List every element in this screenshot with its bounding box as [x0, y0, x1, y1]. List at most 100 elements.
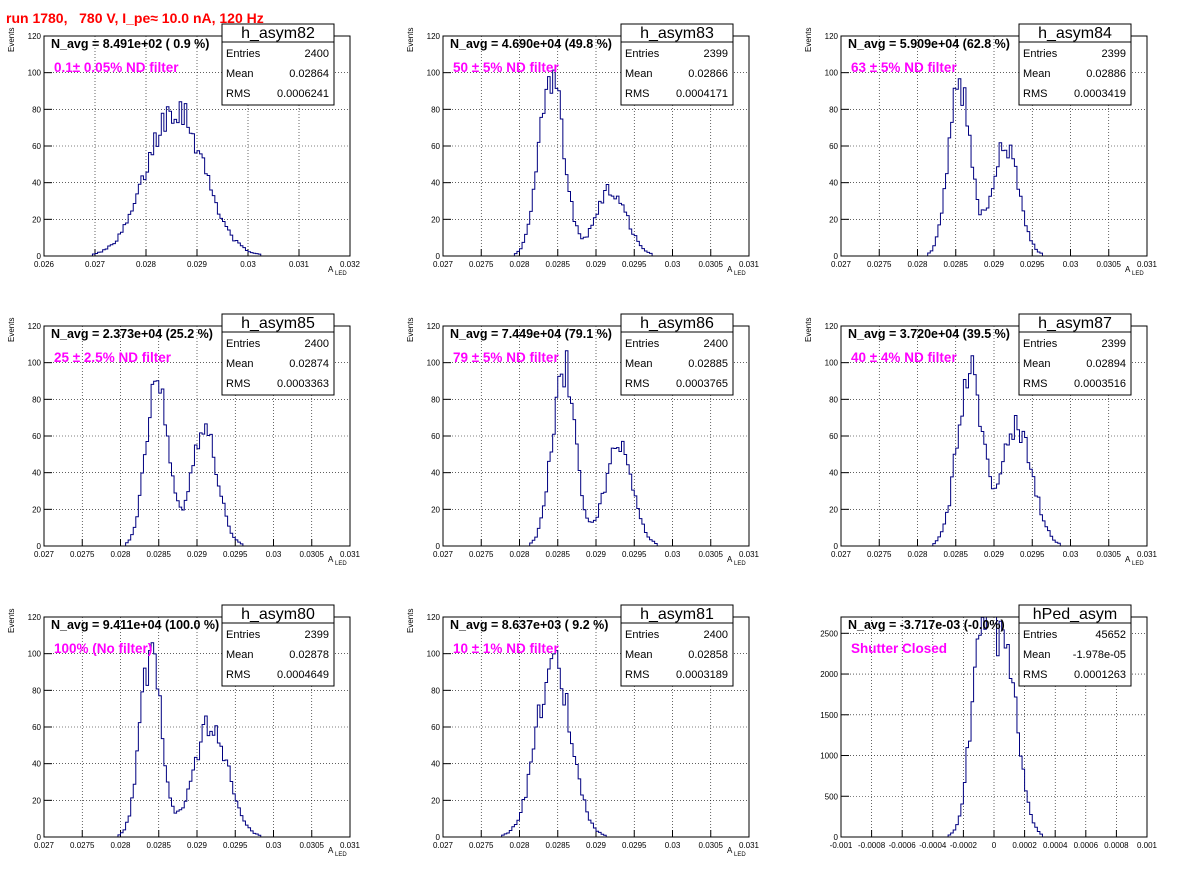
- y-tick-label: 80: [32, 395, 41, 404]
- y-tick-label: 1500: [820, 711, 838, 720]
- y-tick-label: 80: [829, 395, 838, 404]
- stats-value: 0.0004171: [676, 88, 728, 100]
- x-tick-label: 0.031: [340, 550, 361, 559]
- y-tick-label: 20: [32, 796, 41, 805]
- x-tick-label: 0.03: [266, 841, 282, 850]
- y-tick-label: 60: [431, 723, 440, 732]
- x-tick-label: -0.0004: [919, 841, 947, 850]
- stats-label: Entries: [1023, 629, 1058, 641]
- y-tick-label: 2000: [820, 670, 838, 679]
- histogram-panel-hPed_asym: -0.001 -0.0008 -0.0006 -0.0004 -0.0002 0 0.000…: [820, 604, 1158, 850]
- stats-title: h_asym85: [241, 315, 315, 332]
- stats-box: [620, 23, 734, 106]
- y-tick-label: 0: [834, 542, 839, 551]
- stats-value: 0.02885: [688, 358, 728, 370]
- y-tick-label: 20: [829, 215, 838, 224]
- x-tick-label: 0.028: [509, 260, 530, 269]
- filter-label: 50 ± 5% ND filter: [453, 60, 559, 75]
- x-tick-label: 0.0275: [469, 550, 494, 559]
- histogram-panel-h_asym80: 0.027 0.0275 0.028 0.0285 0.029 0.0295 0.03 0.0…: [7, 604, 361, 858]
- y-axis-label: Events: [7, 318, 16, 342]
- stats-label: RMS: [226, 378, 250, 390]
- x-axis-label: A: [1125, 265, 1131, 274]
- x-tick-label: 0.03: [665, 260, 681, 269]
- stats-value: 0.02894: [1086, 358, 1126, 370]
- y-tick-label: 120: [28, 613, 42, 622]
- x-tick-label: 0.029: [984, 550, 1005, 559]
- stats-title: h_asym84: [1038, 25, 1112, 42]
- stats-label: RMS: [226, 88, 250, 100]
- plot-frame: [43, 325, 351, 547]
- stats-value: 0.02864: [289, 68, 329, 80]
- y-tick-label: 40: [431, 760, 440, 769]
- stats-box: [1018, 313, 1132, 396]
- stats-value: 0.0003363: [277, 378, 329, 390]
- x-tick-label: 0.0305: [1097, 260, 1122, 269]
- x-tick-label: 0.029: [586, 260, 607, 269]
- x-tick-label: 0.0305: [699, 550, 724, 559]
- x-tick-label: 0.027: [34, 550, 55, 559]
- x-tick-label: 0.0285: [147, 841, 172, 850]
- x-tick-label: -0.0006: [889, 841, 917, 850]
- x-tick-label: 0.028: [110, 550, 131, 559]
- y-tick-label: 100: [28, 650, 42, 659]
- stats-label: Mean: [226, 68, 254, 80]
- y-tick-label: 40: [829, 179, 838, 188]
- y-tick-label: 100: [825, 69, 839, 78]
- plot-frame: [840, 616, 1148, 838]
- stats-value: 45652: [1095, 629, 1126, 641]
- y-axis-label: Events: [804, 318, 813, 342]
- stats-label: Entries: [625, 629, 660, 641]
- x-tick-label: 0.03: [1063, 260, 1079, 269]
- stats-label: RMS: [1023, 88, 1047, 100]
- y-tick-label: 120: [28, 32, 42, 41]
- x-tick-label: 0.031: [1137, 550, 1158, 559]
- x-tick-label: 0.031: [739, 260, 760, 269]
- y-tick-label: 20: [431, 505, 440, 514]
- x-tick-label: 0.028: [509, 841, 530, 850]
- x-tick-label: 0.029: [586, 841, 607, 850]
- y-axis-label: Events: [804, 28, 813, 52]
- filter-label: 25 ± 2.5% ND filter: [54, 350, 172, 365]
- x-tick-label: 0.029: [187, 841, 208, 850]
- y-axis-label: Events: [7, 28, 16, 52]
- stats-label: Mean: [1023, 68, 1051, 80]
- stats-title: hPed_asym: [1033, 606, 1118, 623]
- y-tick-label: 80: [431, 686, 440, 695]
- filter-label: 0.1± 0.05% ND filter: [54, 60, 179, 75]
- navg-label: N_avg = 3.720e+04 (39.5 %): [848, 327, 1010, 341]
- x-tick-label: 0.027: [433, 550, 454, 559]
- y-tick-label: 80: [829, 105, 838, 114]
- x-tick-label: 0.031: [739, 841, 760, 850]
- stats-label: Mean: [625, 358, 653, 370]
- navg-label: N_avg = 7.449e+04 (79.1 %): [450, 327, 612, 341]
- stats-label: Entries: [226, 48, 261, 60]
- stats-value: 2399: [1102, 48, 1126, 60]
- x-tick-label: 0.027: [831, 550, 852, 559]
- stats-box: [620, 604, 734, 687]
- x-tick-label: 0.0006: [1074, 841, 1099, 850]
- x-tick-label: 0.0275: [867, 550, 892, 559]
- stats-label: Mean: [226, 649, 254, 661]
- x-axis-label-subscript: LED: [734, 852, 746, 858]
- stats-label: Mean: [625, 68, 653, 80]
- stats-label: Entries: [226, 629, 261, 641]
- filter-label: 79 ± 5% ND filter: [453, 350, 559, 365]
- x-tick-label: 0.03: [665, 550, 681, 559]
- y-axis-label: Events: [406, 28, 415, 52]
- stats-box: [1018, 604, 1132, 687]
- stats-value: 0.02886: [1086, 68, 1126, 80]
- x-tick-label: 0.029: [586, 550, 607, 559]
- stats-label: RMS: [1023, 669, 1047, 681]
- navg-label: N_avg = 8.637e+03 ( 9.2 %): [450, 618, 608, 632]
- x-tick-label: 0.027: [433, 841, 454, 850]
- stats-value: 2400: [704, 338, 728, 350]
- x-tick-label: 0.03: [240, 260, 256, 269]
- stats-value: 0.0003765: [676, 378, 728, 390]
- stats-title: h_asym81: [640, 606, 714, 623]
- stats-value: 2399: [704, 48, 728, 60]
- stats-value: 0.0003516: [1074, 378, 1126, 390]
- y-tick-label: 60: [32, 723, 41, 732]
- stats-label: RMS: [625, 378, 649, 390]
